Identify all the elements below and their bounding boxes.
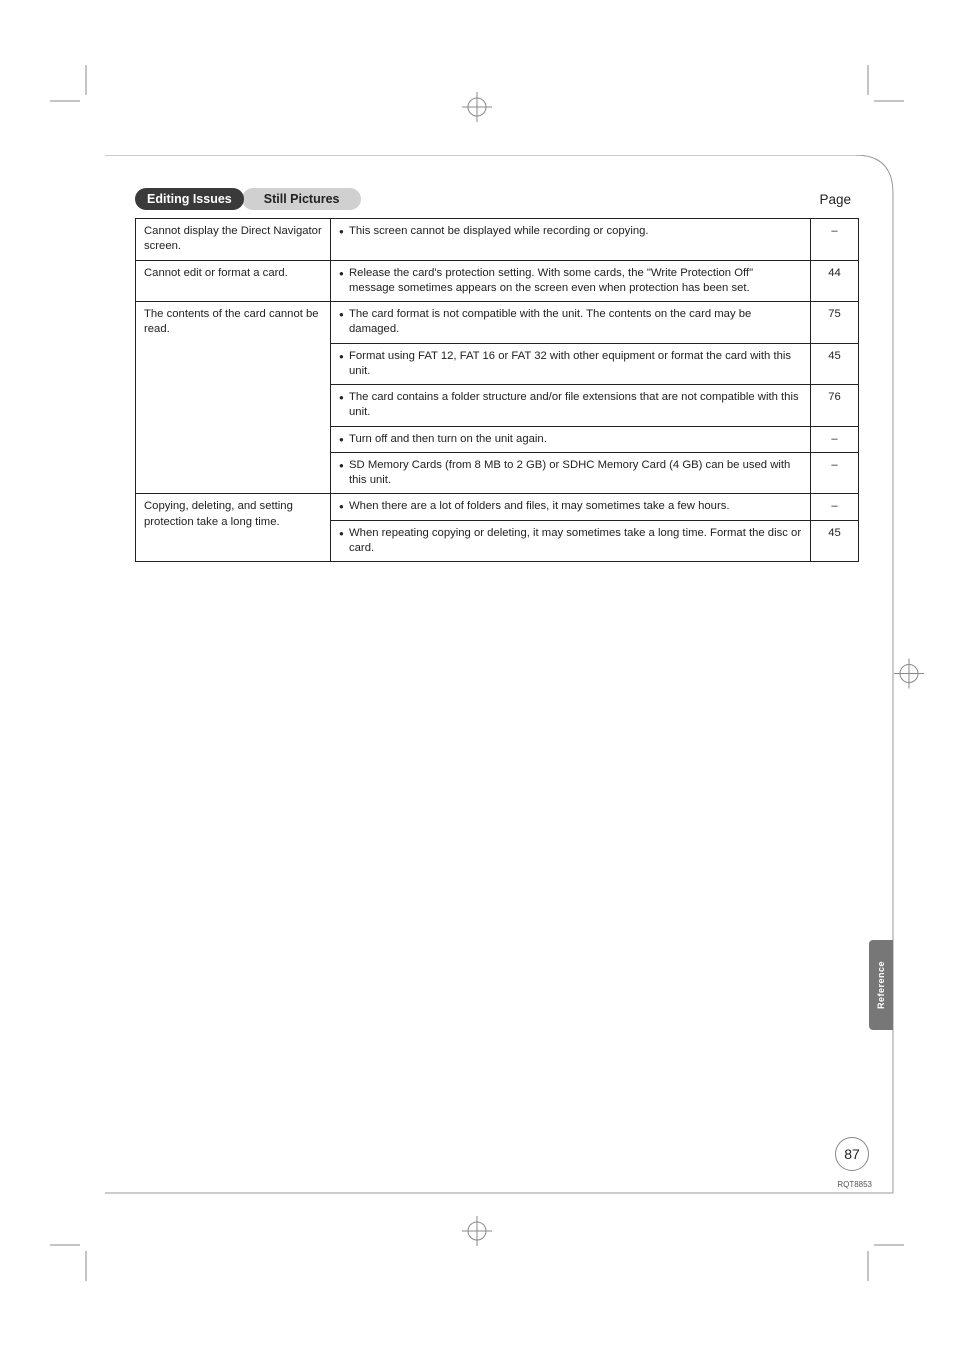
description-cell: ●The card contains a folder structure an… bbox=[331, 385, 811, 427]
page-ref-cell: 45 bbox=[811, 343, 859, 385]
page-ref-cell: 75 bbox=[811, 302, 859, 344]
document-id: RQT8853 bbox=[837, 1180, 872, 1189]
crop-mark-icon bbox=[858, 1235, 904, 1281]
description-cell: ●The card format is not compatible with … bbox=[331, 302, 811, 344]
description-cell: ●Turn off and then turn on the unit agai… bbox=[331, 426, 811, 452]
page-ref-cell: – bbox=[811, 494, 859, 520]
description-cell: ●SD Memory Cards (from 8 MB to 2 GB) or … bbox=[331, 452, 811, 494]
description-cell: ●This screen cannot be displayed while r… bbox=[331, 219, 811, 261]
issue-cell: Cannot display the Direct Navigator scre… bbox=[136, 219, 331, 261]
page-ref-cell: 76 bbox=[811, 385, 859, 427]
side-tab-reference: Reference bbox=[869, 940, 893, 1030]
page-number: 87 bbox=[835, 1137, 869, 1171]
registration-mark-icon bbox=[462, 92, 492, 127]
page-column-label: Page bbox=[819, 192, 859, 207]
issue-cell: The contents of the card cannot be read. bbox=[136, 302, 331, 494]
page-ref-cell: – bbox=[811, 426, 859, 452]
table-row: Copying, deleting, and setting protectio… bbox=[136, 494, 859, 520]
table-row: Cannot display the Direct Navigator scre… bbox=[136, 219, 859, 261]
registration-mark-icon bbox=[462, 1216, 492, 1251]
crop-mark-icon bbox=[50, 65, 96, 111]
badge-still-pictures: Still Pictures bbox=[242, 188, 362, 210]
side-tab-label: Reference bbox=[876, 961, 886, 1009]
crop-mark-icon bbox=[50, 1235, 96, 1281]
content-area: Editing Issues Still Pictures Page Canno… bbox=[135, 188, 859, 562]
table-row: The contents of the card cannot be read.… bbox=[136, 302, 859, 344]
issue-cell: Copying, deleting, and setting protectio… bbox=[136, 494, 331, 562]
description-cell: ●When there are a lot of folders and fil… bbox=[331, 494, 811, 520]
description-cell: ●Format using FAT 12, FAT 16 or FAT 32 w… bbox=[331, 343, 811, 385]
badge-editing-issues: Editing Issues bbox=[135, 188, 244, 210]
page-ref-cell: 45 bbox=[811, 520, 859, 562]
issue-cell: Cannot edit or format a card. bbox=[136, 260, 331, 302]
page-ref-cell: – bbox=[811, 219, 859, 261]
crop-mark-icon bbox=[858, 65, 904, 111]
description-cell: ●When repeating copying or deleting, it … bbox=[331, 520, 811, 562]
description-cell: ●Release the card's protection setting. … bbox=[331, 260, 811, 302]
page-ref-cell: 44 bbox=[811, 260, 859, 302]
page-ref-cell: – bbox=[811, 452, 859, 494]
section-header: Editing Issues Still Pictures Page bbox=[135, 188, 859, 210]
table-row: Cannot edit or format a card.●Release th… bbox=[136, 260, 859, 302]
registration-mark-icon bbox=[894, 658, 924, 693]
troubleshooting-table: Cannot display the Direct Navigator scre… bbox=[135, 218, 859, 562]
